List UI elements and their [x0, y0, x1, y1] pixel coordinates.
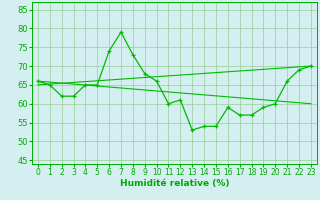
X-axis label: Humidité relative (%): Humidité relative (%)	[120, 179, 229, 188]
